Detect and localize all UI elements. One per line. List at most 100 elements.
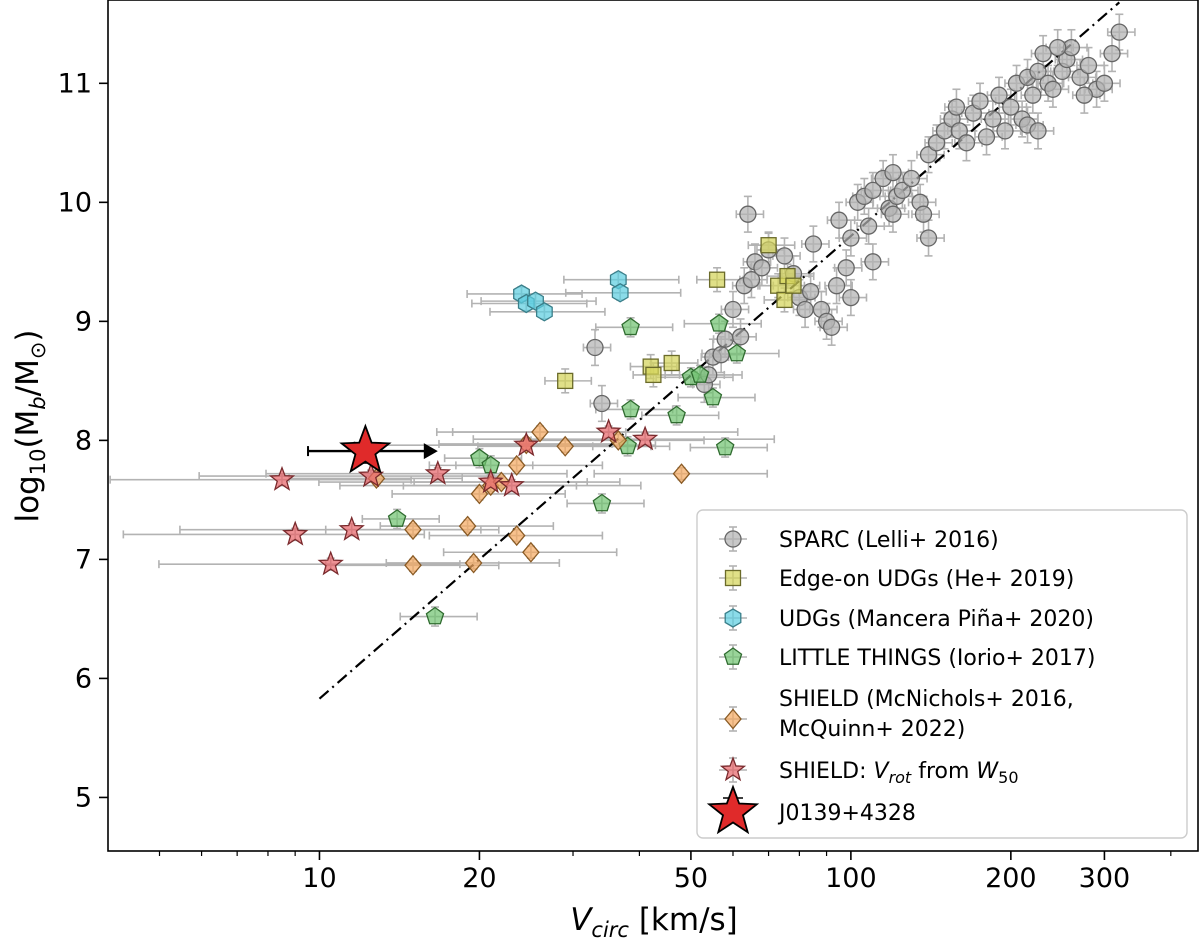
- point-s0-p41: [842, 288, 860, 307]
- point-s3-p2: [727, 343, 747, 362]
- point-s0-p77: [1049, 38, 1067, 57]
- point-s0-p0: [586, 338, 604, 357]
- point-s0-p73: [1103, 44, 1121, 63]
- point-s5-p2: [424, 459, 451, 485]
- point-s0-p14: [775, 247, 794, 265]
- point-s4-p11: [458, 515, 477, 537]
- y-tick-label-6: 6: [75, 663, 92, 694]
- point-s0-p42: [864, 253, 882, 271]
- point-s0-p1: [593, 394, 611, 413]
- point-s0-p23: [827, 277, 846, 295]
- point-s6-p0: [339, 423, 392, 474]
- point-s5-p8: [282, 520, 309, 546]
- point-s0-p53: [977, 128, 996, 146]
- legend-symbol-5: [719, 756, 747, 782]
- point-s3-p0: [621, 317, 640, 336]
- point-s0-p72: [1095, 74, 1114, 92]
- error-bar-s5-p6: [435, 425, 739, 439]
- point-s0-p12: [753, 259, 771, 277]
- legend-marker-6: [706, 784, 760, 835]
- point-s0-p48: [947, 98, 966, 116]
- point-s3-p5: [703, 387, 723, 406]
- legend-marker-1: [719, 565, 747, 591]
- point-s5-p3: [477, 468, 504, 494]
- point-s0-p78: [1075, 86, 1093, 104]
- legend-symbol-0: [724, 530, 742, 548]
- point-s3-p12: [592, 493, 612, 512]
- point-s0-p10: [742, 271, 761, 289]
- point-s0-p52: [971, 92, 989, 110]
- point-s0-p56: [996, 122, 1014, 140]
- point-s5-p1: [357, 462, 385, 488]
- legend-label-shield-line2: McQuinn+ 2022): [779, 717, 965, 742]
- x-tick-label-300: 300: [1079, 863, 1131, 894]
- point-s4-p12: [507, 525, 526, 547]
- axes-layer: 5 6 7 8 9 10 11 10 20 50 100 200 300: [58, 68, 1172, 894]
- y-axis-label: log10(Mb/M⊙): [10, 329, 50, 522]
- x-tick-label-20: 20: [462, 863, 496, 894]
- point-s0-p8: [724, 300, 742, 319]
- point-s0-p18: [801, 282, 820, 301]
- point-s3-p1: [709, 313, 729, 332]
- legend-marker-3: [719, 644, 747, 670]
- point-s3-p13: [387, 509, 407, 527]
- point-s2-p4: [609, 269, 627, 290]
- point-s0-p70: [1079, 56, 1098, 75]
- x-axis-label: Vcirc [km/s]: [570, 902, 738, 942]
- point-s0-p44: [919, 146, 938, 164]
- point-s0-p54: [984, 110, 1002, 128]
- legend-marker-0: [719, 526, 747, 552]
- point-s3-p4: [667, 405, 686, 424]
- point-s0-p27: [842, 229, 860, 247]
- point-s1-p2: [645, 366, 662, 384]
- legend-symbol-1: [724, 569, 742, 587]
- y-tick-label-8: 8: [75, 425, 92, 456]
- legend-symbol-3: [723, 647, 743, 665]
- point-s0-p74: [1110, 23, 1128, 41]
- point-s5-p0: [268, 465, 296, 491]
- point-s0-p40: [919, 229, 938, 247]
- point-s0-p6: [716, 330, 734, 348]
- legend-symbol-6: [706, 784, 760, 835]
- point-s1-p0: [557, 372, 574, 390]
- point-s0-p26: [830, 211, 848, 229]
- legend-label-sparc: SPARC (Lelli+ 2016): [779, 528, 999, 553]
- point-s4-p10: [404, 519, 422, 541]
- point-s3-p11: [715, 437, 735, 456]
- point-s0-p43: [884, 205, 902, 223]
- legend-symbol-4: [724, 708, 742, 730]
- legend-label-j0139: J0139+4328: [777, 801, 916, 826]
- point-s1-p4: [708, 271, 726, 288]
- point-s5-p4: [498, 471, 525, 497]
- point-s4-p9: [672, 463, 691, 485]
- plot-frame: [107, 0, 1199, 852]
- point-s0-p76: [1029, 122, 1047, 140]
- point-s0-p34: [884, 163, 902, 182]
- legend-symbol-2: [724, 608, 742, 628]
- point-s0-p61: [1024, 86, 1042, 104]
- point-s0-p45: [927, 134, 946, 152]
- point-s0-p7: [731, 328, 750, 346]
- point-s4-p6: [531, 421, 549, 443]
- point-s0-p22: [822, 318, 841, 336]
- y-tick-label-5: 5: [75, 782, 92, 813]
- point-s0-p50: [957, 134, 976, 152]
- y-tick-label-7: 7: [75, 544, 92, 575]
- point-s3-p3: [621, 399, 640, 418]
- point-s0-p57: [1002, 98, 1020, 116]
- point-s5-p7: [631, 425, 659, 451]
- legend-marker-4: [719, 706, 747, 732]
- point-s5-p10: [317, 550, 344, 576]
- point-s0-p24: [837, 259, 855, 277]
- point-s4-p14: [404, 554, 422, 576]
- legend-marker-5: [719, 756, 747, 783]
- point-s0-p39: [914, 205, 933, 223]
- legend-markers: [706, 526, 760, 835]
- point-s0-p30: [859, 217, 878, 235]
- point-s1-p9: [785, 277, 802, 294]
- x-tick-label-100: 100: [825, 863, 877, 894]
- point-s0-p55: [990, 86, 1008, 104]
- point-s0-p69: [1071, 68, 1089, 87]
- point-s2-p3: [535, 302, 553, 322]
- point-s0-p36: [893, 181, 912, 200]
